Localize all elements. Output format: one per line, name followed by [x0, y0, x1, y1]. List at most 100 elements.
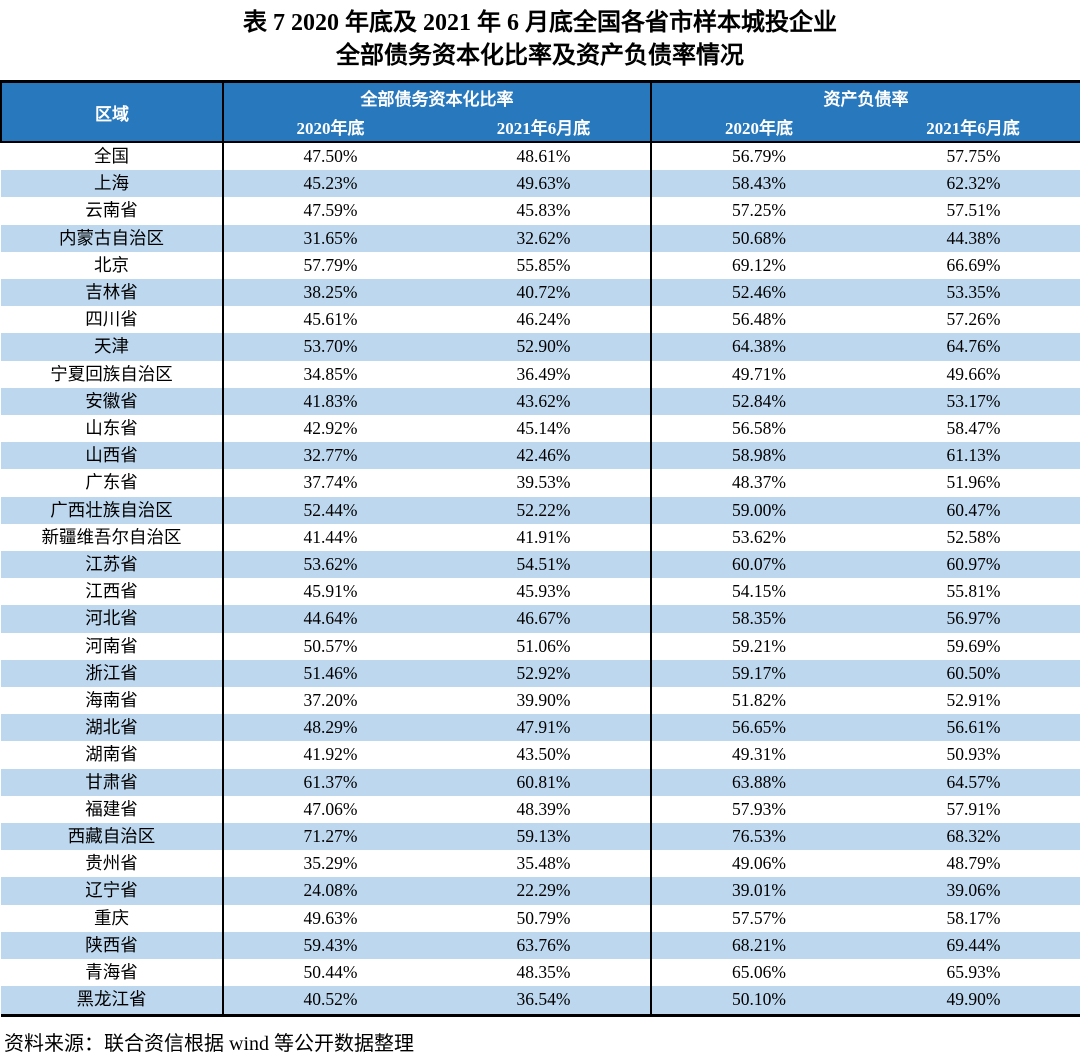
table-row: 山东省 42.92% 45.14% 56.58% 58.47%: [1, 415, 1080, 443]
region-cell: 广东省: [1, 469, 224, 497]
region-cell: 江西省: [1, 578, 224, 606]
value-cell: 56.79%: [732, 146, 786, 166]
data-table: 区域 全部债务资本化比率 资产负债率 2020年底 2021年6月底 2020年…: [0, 80, 1080, 1017]
value-cell: 42.92%: [303, 418, 358, 439]
table-row: 四川省 45.61% 46.24% 56.48% 57.26%: [1, 306, 1080, 334]
value-cell: 44.38%: [866, 224, 1080, 252]
value-cell: 53.17%: [866, 387, 1080, 416]
region-cell: 海南省: [1, 687, 224, 715]
value-cell: 35.29%: [303, 853, 358, 874]
value-cell: 52.44%: [223, 496, 437, 524]
region-cell: 贵州省: [1, 850, 224, 878]
value-cell: 57.51%: [946, 200, 1001, 221]
value-cell: 49.06%: [732, 853, 786, 874]
region-cell: 山东省: [1, 415, 224, 443]
value-cell: 58.47%: [946, 418, 1001, 439]
table-row: 江西省 45.91% 45.93% 54.15% 55.81%: [1, 578, 1080, 606]
table-row: 贵州省 35.29% 35.48% 49.06% 48.79%: [1, 850, 1080, 878]
region-cell: 辽宁省: [1, 877, 224, 905]
value-cell: 66.69%: [946, 254, 1001, 275]
value-cell: 65.93%: [946, 962, 1001, 983]
value-cell: 41.92%: [303, 744, 358, 765]
value-cell: 60.50%: [866, 659, 1080, 688]
table-row: 青海省 50.44% 48.35% 65.06% 65.93%: [1, 959, 1080, 987]
value-cell: 64.38%: [651, 333, 866, 361]
table-row: 上海 45.23% 49.63% 58.43% 62.32%: [1, 170, 1080, 198]
value-cell: 43.62%: [437, 387, 652, 416]
value-cell: 59.13%: [437, 823, 652, 851]
value-cell: 48.79%: [946, 853, 1001, 874]
table-row: 安徽省 41.83% 43.62% 52.84% 53.17%: [1, 387, 1080, 416]
value-cell: 58.43%: [651, 170, 866, 198]
value-cell: 45.14%: [437, 415, 652, 443]
region-cell: 湖北省: [1, 714, 224, 742]
table-row: 海南省 37.20% 39.90% 51.82% 52.91%: [1, 687, 1080, 715]
value-cell: 34.85%: [303, 363, 358, 384]
value-cell: 49.90%: [866, 986, 1080, 1015]
table-row: 宁夏回族自治区 34.85% 36.49% 49.71% 49.66%: [1, 360, 1080, 388]
value-cell: 57.57%: [732, 907, 786, 928]
value-cell: 48.35%: [437, 959, 652, 987]
table-title: 表 7 2020 年底及 2021 年 6 月底全国各省市样本城投企业 全部债务…: [0, 0, 1080, 73]
value-cell: 53.62%: [223, 551, 437, 579]
header-group-liability-ratio: 资产负债率: [651, 81, 1080, 112]
region-cell: 北京: [1, 251, 224, 280]
value-cell: 53.62%: [732, 526, 786, 547]
value-cell: 64.57%: [866, 768, 1080, 796]
table-row: 甘肃省 61.37% 60.81% 63.88% 64.57%: [1, 768, 1080, 796]
table-title-line1: 表 7 2020 年底及 2021 年 6 月底全国各省市样本城投企业: [243, 10, 837, 36]
region-cell: 福建省: [1, 795, 224, 824]
header-liability-2020: 2020年底: [651, 112, 866, 143]
header-debt-2021h1: 2021年6月底: [437, 112, 652, 143]
value-cell: 36.54%: [437, 986, 652, 1015]
value-cell: 59.21%: [732, 635, 786, 656]
value-cell: 58.35%: [651, 605, 866, 633]
value-cell: 41.83%: [223, 387, 437, 416]
value-cell: 57.26%: [946, 309, 1001, 330]
header-group-row: 区域 全部债务资本化比率 资产负债率: [0, 81, 1080, 143]
header-liability-2021h1: 2021年6月底: [866, 112, 1080, 143]
region-cell: 上海: [1, 170, 224, 198]
value-cell: 60.07%: [651, 551, 866, 579]
value-cell: 71.27%: [223, 823, 437, 851]
value-cell: 47.59%: [303, 200, 358, 221]
value-cell: 44.64%: [223, 605, 437, 633]
value-cell: 52.46%: [651, 279, 866, 307]
value-cell: 37.20%: [303, 690, 358, 711]
value-cell: 24.08%: [223, 877, 437, 905]
table-title-line2: 全部债务资本化比率及资产负债率情况: [336, 43, 744, 69]
value-cell: 59.17%: [651, 659, 866, 688]
region-cell: 吉林省: [1, 279, 224, 307]
value-cell: 50.10%: [651, 986, 866, 1015]
value-cell: 52.22%: [437, 496, 652, 524]
value-cell: 46.67%: [437, 605, 652, 633]
table-row: 辽宁省 24.08% 22.29% 39.01% 39.06%: [1, 877, 1080, 905]
table-row: 云南省 47.59% 45.83% 57.25% 57.51%: [1, 197, 1080, 225]
value-cell: 62.32%: [866, 170, 1080, 198]
value-cell: 57.79%: [303, 254, 358, 275]
table-header: 区域 全部债务资本化比率 资产负债率 2020年底 2021年6月底 2020年…: [0, 81, 1080, 143]
value-cell: 50.68%: [651, 224, 866, 252]
value-cell: 59.43%: [223, 931, 437, 960]
region-cell: 全国: [1, 142, 224, 171]
table-row: 西藏自治区 71.27% 59.13% 76.53% 68.32%: [1, 823, 1080, 851]
value-cell: 41.44%: [303, 526, 358, 547]
value-cell: 50.57%: [303, 635, 358, 656]
value-cell: 61.13%: [866, 442, 1080, 470]
value-cell: 57.93%: [732, 798, 786, 819]
value-cell: 49.31%: [732, 744, 786, 765]
value-cell: 63.88%: [651, 768, 866, 796]
value-cell: 52.92%: [437, 659, 652, 688]
value-cell: 47.06%: [303, 798, 358, 819]
region-cell: 西藏自治区: [1, 823, 224, 851]
value-cell: 47.50%: [303, 146, 358, 166]
value-cell: 64.76%: [866, 333, 1080, 361]
value-cell: 49.66%: [946, 363, 1001, 384]
value-cell: 51.46%: [223, 659, 437, 688]
value-cell: 60.81%: [437, 768, 652, 796]
value-cell: 53.35%: [866, 279, 1080, 307]
value-cell: 65.06%: [732, 962, 786, 983]
value-cell: 58.98%: [651, 442, 866, 470]
value-cell: 54.51%: [437, 551, 652, 579]
